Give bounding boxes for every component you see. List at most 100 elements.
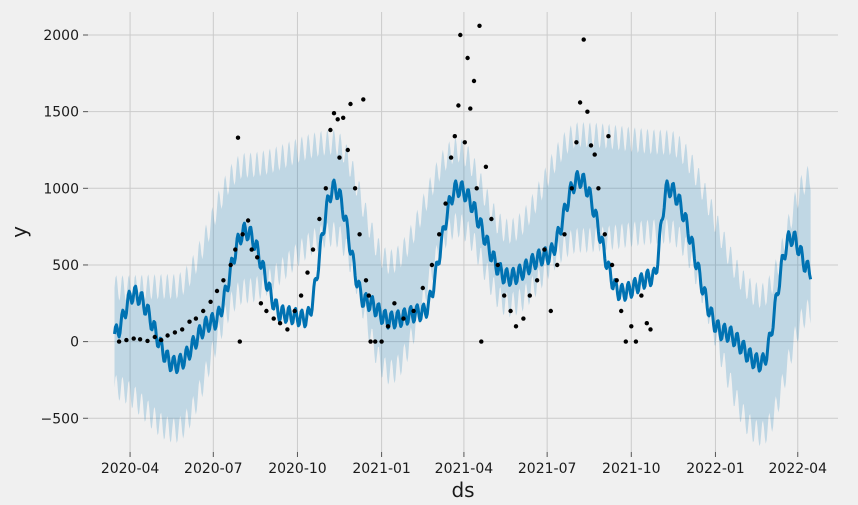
observed-point: [585, 109, 590, 114]
observed-point: [341, 115, 346, 121]
y-tick-label: 1000: [43, 181, 79, 197]
x-axis-label: ds: [451, 478, 474, 502]
x-tick-label: 2022-04: [769, 461, 828, 477]
x-tick-label: 2021-01: [352, 461, 411, 477]
observed-point: [588, 143, 594, 148]
observed-point: [255, 255, 260, 260]
plot-area: [88, 12, 838, 452]
x-tick-label: 2021-10: [602, 461, 661, 477]
observed-point: [328, 127, 333, 133]
observed-point: [214, 288, 220, 294]
y-tick-label: 500: [52, 258, 79, 274]
observed-point: [208, 299, 213, 304]
observed-point: [221, 278, 226, 283]
observed-point: [145, 338, 150, 344]
observed-point: [305, 270, 310, 275]
observed-point: [562, 232, 567, 237]
observed-point: [361, 97, 366, 102]
uncertainty-area: [114, 122, 811, 447]
observed-point: [614, 278, 619, 283]
observed-point: [534, 278, 540, 283]
observed-point: [277, 321, 283, 326]
observed-point: [317, 216, 322, 222]
observed-point: [352, 186, 358, 191]
y-tick-label: 1500: [43, 105, 79, 121]
observed-point: [495, 262, 500, 268]
observed-point: [249, 247, 254, 252]
observed-point: [323, 186, 328, 191]
observed-point: [502, 293, 507, 298]
y-axis: −500 0 500 1000 1500 2000: [41, 28, 88, 427]
observed-point: [629, 324, 634, 329]
observed-point: [368, 339, 373, 344]
observed-point: [245, 218, 251, 223]
y-tick-label: 2000: [43, 28, 79, 44]
observed-point: [468, 106, 473, 111]
uncertainty-band: [114, 122, 811, 447]
observed-point: [385, 324, 391, 329]
observed-point: [337, 155, 342, 160]
observed-point: [606, 134, 611, 139]
observed-point: [357, 232, 362, 237]
observed-point: [521, 316, 526, 321]
observed-point: [379, 339, 384, 344]
x-tick-label: 2020-04: [101, 461, 160, 477]
observed-point: [592, 152, 597, 157]
observed-point: [542, 247, 547, 252]
observed-point: [474, 186, 479, 191]
observed-point: [633, 339, 639, 344]
observed-point: [228, 262, 233, 268]
observed-point: [298, 293, 304, 298]
observed-point: [639, 293, 644, 298]
observed-point: [648, 327, 653, 332]
observed-point: [193, 316, 199, 321]
observed-point: [258, 301, 264, 306]
observed-point: [489, 216, 494, 222]
observed-point: [581, 37, 586, 42]
observed-point: [477, 23, 482, 28]
y-tick-label: −500: [41, 411, 79, 427]
observed-point: [335, 117, 340, 122]
observed-point: [448, 155, 454, 160]
observed-point: [483, 164, 489, 169]
observed-point: [271, 316, 276, 321]
observed-point: [548, 308, 553, 314]
observed-point: [240, 232, 245, 237]
observed-point: [437, 232, 442, 237]
observed-point: [159, 337, 164, 343]
observed-point: [292, 308, 297, 314]
observed-point: [131, 336, 136, 341]
observed-point: [555, 262, 560, 268]
x-tick-label: 2021-07: [518, 461, 577, 477]
x-tick-label: 2021-04: [435, 461, 494, 477]
observed-point: [201, 308, 206, 314]
observed-point: [331, 111, 337, 116]
observed-point: [577, 100, 583, 105]
observed-point: [420, 285, 425, 291]
observed-point: [471, 78, 477, 84]
observed-point: [237, 339, 242, 344]
observed-point: [619, 308, 624, 314]
x-tick-label: 2020-10: [268, 461, 327, 477]
observed-point: [609, 262, 615, 268]
observed-point: [152, 334, 157, 340]
observed-point: [527, 293, 532, 298]
observed-point: [363, 278, 369, 283]
observed-point: [602, 232, 607, 237]
observed-point: [366, 293, 371, 298]
observed-point: [462, 140, 467, 145]
observed-point: [465, 55, 470, 61]
y-tick-label: 0: [70, 335, 79, 351]
observed-point: [513, 324, 519, 329]
observed-point: [429, 262, 435, 268]
observed-point: [137, 337, 143, 342]
observed-point: [264, 308, 269, 314]
observed-point: [596, 186, 601, 191]
x-tick-label: 2022-01: [686, 461, 745, 477]
observed-point: [411, 308, 416, 314]
y-axis-label: y: [7, 226, 31, 238]
observed-point: [644, 321, 649, 326]
observed-point: [392, 301, 397, 306]
observed-point: [124, 337, 129, 343]
observed-point: [508, 308, 513, 314]
